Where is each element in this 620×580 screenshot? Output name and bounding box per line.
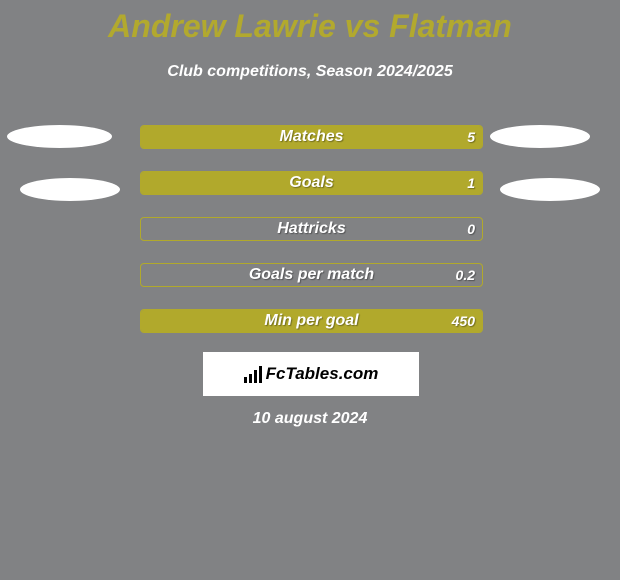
logo-text: FcTables.com [266,364,379,384]
logo: FcTables.com [244,364,379,384]
bar-fill [141,126,482,148]
player-left-oval [20,178,120,201]
stat-row: Matches5 [140,125,483,149]
logo-bars-icon [244,365,262,383]
bar-track [140,171,483,195]
stat-row: Goals per match0.2 [140,263,483,287]
stat-row: Hattricks0 [140,217,483,241]
bar-track [140,217,483,241]
stat-row: Goals1 [140,171,483,195]
bar-track [140,309,483,333]
stage: Andrew Lawrie vs Flatman Club competitio… [0,0,620,580]
bar-fill [141,172,482,194]
player-right-oval [500,178,600,201]
player-right-oval [490,125,590,148]
stat-row: Min per goal450 [140,309,483,333]
logo-link[interactable]: FcTables.com [203,352,419,396]
page-subtitle: Club competitions, Season 2024/2025 [0,63,620,81]
bar-fill [141,310,482,332]
bar-track [140,125,483,149]
date-label: 10 august 2024 [0,410,620,428]
player-left-oval [7,125,112,148]
page-title: Andrew Lawrie vs Flatman [0,8,620,45]
bar-track [140,263,483,287]
